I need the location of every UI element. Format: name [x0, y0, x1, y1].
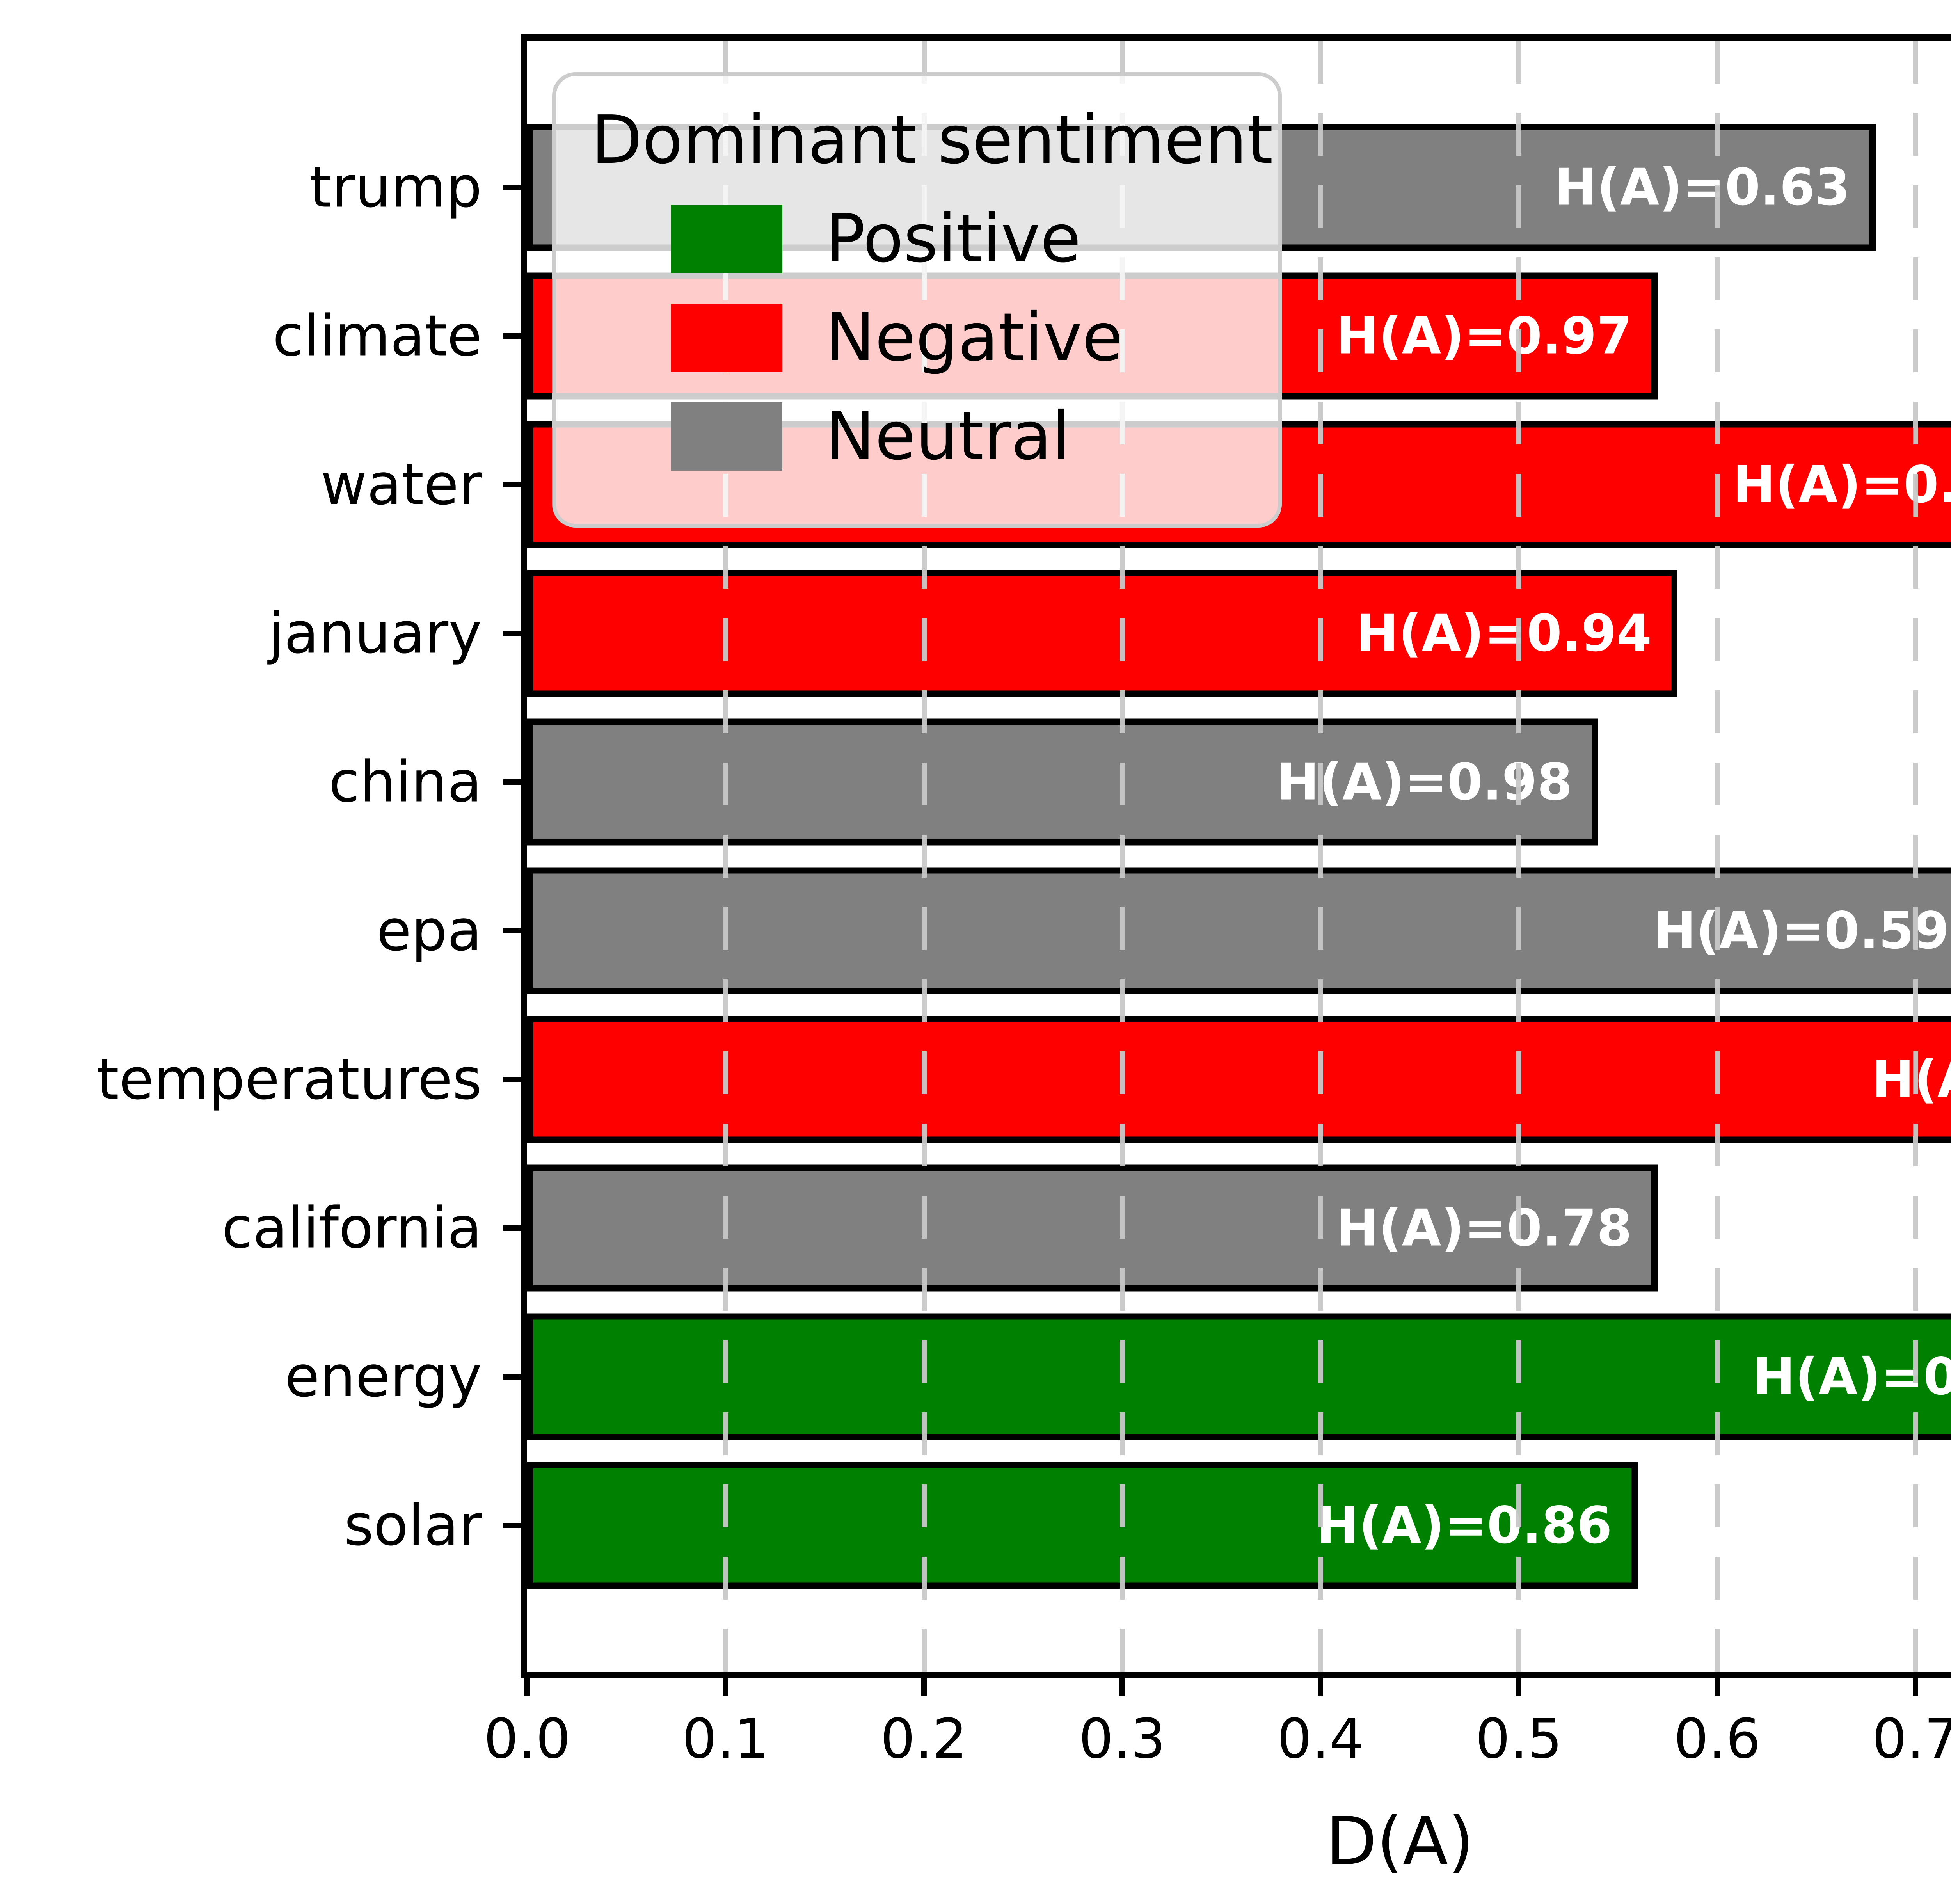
x-tick-label-0.6: 0.6	[1674, 1707, 1761, 1771]
x-tick-mark-0.3	[1119, 1678, 1125, 1696]
y-tick-mark	[503, 482, 521, 487]
bar-annotation: H(A)=0.94	[1356, 603, 1652, 663]
y-tick-label-california: california	[221, 1195, 482, 1261]
bar-annotation: H(A)=0.54	[1732, 455, 1951, 514]
y-tick-mark	[503, 1225, 521, 1231]
y-tick-mark	[503, 928, 521, 933]
bar-january: H(A)=0.94	[527, 570, 1678, 697]
bar-annotation: H(A)=0.59	[1653, 901, 1949, 960]
y-tick-label-china: china	[329, 749, 482, 815]
y-tick-label-water: water	[320, 452, 482, 517]
y-tick-mark	[503, 630, 521, 636]
x-tick-mark-0.4	[1318, 1678, 1324, 1696]
x-tick-mark-0.0	[524, 1678, 530, 1696]
bar-row: H(A)=0.48	[527, 1005, 1951, 1154]
x-tick-label-0.0: 0.0	[483, 1707, 571, 1771]
y-tick-label-january: january	[268, 600, 482, 666]
legend-swatch-negative	[671, 303, 782, 372]
bar-annotation: H(A)=0.86	[1316, 1495, 1612, 1555]
bar-row: H(A)=0.98	[527, 708, 1951, 856]
bar-row: H(A)=0.86	[527, 1451, 1951, 1600]
y-tick-label-energy: energy	[284, 1344, 482, 1410]
y-tick-label-temperatures: temperatures	[97, 1046, 482, 1112]
bar-annotation: H(A)=0.97	[1336, 306, 1632, 366]
y-tick-label-climate: climate	[272, 303, 482, 369]
y-tick-label-trump: trump	[309, 154, 482, 220]
legend-entry-positive: Positive	[671, 200, 1247, 277]
bar-annotation: H(A)=0.78	[1336, 1198, 1632, 1258]
bar-solar: H(A)=0.86	[527, 1462, 1638, 1589]
x-tick-mark-0.7	[1913, 1678, 1919, 1696]
x-tick-label-0.7: 0.7	[1872, 1707, 1951, 1771]
y-tick-mark	[503, 1522, 521, 1528]
bar-row: H(A)=0.59	[527, 856, 1951, 1005]
x-tick-label-0.1: 0.1	[682, 1707, 769, 1771]
x-tick-mark-0.2	[921, 1678, 927, 1696]
x-axis-title: D(A)	[1326, 1803, 1474, 1880]
legend-label: Positive	[825, 200, 1081, 277]
bar-china: H(A)=0.98	[527, 718, 1598, 845]
x-axis-tick-marks	[524, 1678, 1951, 1696]
y-tick-mark	[503, 1076, 521, 1082]
legend-label: Neutral	[825, 398, 1070, 475]
legend: Dominant sentiment Positive Negative Neutr…	[552, 72, 1282, 528]
bar-california: H(A)=0.78	[527, 1164, 1658, 1291]
bar-annotation: H(A)=0.63	[1554, 157, 1850, 217]
legend-entries: Positive Negative Neutral	[587, 200, 1247, 475]
y-axis-category-labels: trump climate water january china epa temperat…	[0, 41, 482, 1672]
legend-label: Negative	[825, 299, 1123, 376]
y-tick-label-epa: epa	[376, 898, 482, 964]
x-tick-label-0.4: 0.4	[1277, 1707, 1364, 1771]
bar-annotation: H(A)=0.98	[1276, 752, 1573, 812]
legend-entry-neutral: Neutral	[671, 398, 1247, 475]
bar-row: H(A)=0.68	[527, 1302, 1951, 1451]
x-tick-mark-0.6	[1714, 1678, 1720, 1696]
y-tick-label-solar: solar	[344, 1492, 482, 1558]
x-tick-label-0.2: 0.2	[880, 1707, 967, 1771]
legend-title: Dominant sentiment	[591, 101, 1273, 179]
bar-row: H(A)=0.78	[527, 1154, 1951, 1302]
legend-swatch-neutral	[671, 402, 782, 471]
legend-swatch-positive	[671, 204, 782, 273]
bar-row: H(A)=0.94	[527, 559, 1951, 708]
legend-entry-negative: Negative	[671, 299, 1247, 376]
bars-layer: H(A)=0.63 H(A)=0.97 H(A)=0.54 H(A)=0.94 H(A)…	[527, 41, 1951, 1672]
bar-temperatures: H(A)=0.48	[527, 1016, 1951, 1143]
bar-epa: H(A)=0.59	[527, 867, 1951, 994]
y-tick-mark	[503, 779, 521, 785]
bar-annotation: H(A)=0.68	[1752, 1347, 1951, 1406]
bar-energy: H(A)=0.68	[527, 1313, 1951, 1440]
bar-annotation: H(A)=0.48	[1871, 1049, 1951, 1109]
x-tick-label-0.3: 0.3	[1079, 1707, 1166, 1771]
y-tick-mark	[503, 333, 521, 339]
x-tick-mark-0.5	[1516, 1678, 1522, 1696]
y-tick-mark	[503, 1374, 521, 1380]
y-axis-tick-marks	[503, 41, 521, 1672]
x-axis-tick-labels: 0.00.10.20.30.40.50.60.70.8	[484, 1707, 1951, 1785]
y-tick-mark	[503, 184, 521, 190]
x-tick-label-0.5: 0.5	[1475, 1707, 1562, 1771]
x-tick-mark-0.1	[723, 1678, 729, 1696]
